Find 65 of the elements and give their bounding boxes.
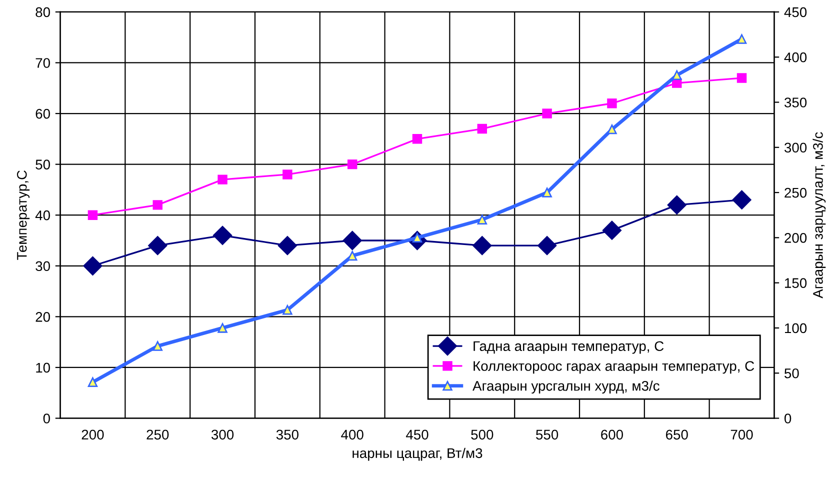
point [83, 256, 102, 276]
point [538, 236, 557, 256]
point [736, 34, 747, 44]
point [672, 70, 682, 80]
point [607, 98, 617, 108]
point [736, 73, 747, 83]
x-tick-label: 200 [82, 430, 104, 440]
x-tick-label: 550 [536, 430, 558, 440]
y-tick-label: 80 [36, 7, 50, 18]
y2-tick-label: 300 [784, 142, 807, 153]
legend-label: Агаарын урсгалын хурд, м3/с [472, 380, 660, 394]
x-tick-label: 500 [471, 430, 494, 440]
x-tick-label: 400 [341, 430, 364, 440]
x-tick-label: 600 [601, 430, 624, 440]
point [607, 124, 617, 134]
y-tick-label: 70 [36, 58, 50, 68]
y-tick-label: 50 [36, 160, 50, 170]
point [88, 377, 98, 387]
point [477, 124, 488, 134]
point [477, 214, 488, 224]
point [212, 226, 232, 245]
point [667, 195, 686, 214]
point [218, 323, 228, 333]
y-tick-label: 60 [36, 108, 50, 119]
point [282, 170, 292, 180]
point [152, 341, 162, 351]
x-tick-label: 450 [406, 430, 428, 440]
point [542, 188, 552, 198]
point [282, 305, 292, 315]
y-tick-label: 10 [36, 362, 50, 373]
y2-tick-label: 100 [785, 323, 807, 334]
y2-tick-label: 0 [784, 414, 792, 424]
legend-label: Коллектороос гарах агаарын температур, С [474, 361, 754, 374]
x-tick-label: 300 [211, 430, 234, 440]
point [732, 190, 752, 210]
point [88, 210, 98, 220]
x-axis-title: нарны цацраг, Вт/м3 [352, 448, 482, 461]
y2-tick-label: 250 [784, 188, 807, 198]
x-tick-label: 350 [276, 430, 298, 440]
y-tick-label: 30 [36, 261, 50, 272]
y-tick-label: 40 [35, 210, 50, 220]
x-tick-label: 650 [666, 430, 688, 440]
y2-tick-label: 200 [784, 233, 807, 243]
legend-label: Гадна агаарын температур, С [474, 341, 664, 354]
y-tick-label: 0 [43, 414, 50, 424]
y2-tick-label: 50 [784, 368, 799, 378]
point [342, 230, 362, 250]
point [472, 236, 492, 256]
y2-tick-label: 150 [785, 278, 807, 288]
point [152, 200, 162, 210]
y2-tick-label: 400 [784, 52, 807, 62]
y-tick-label: 20 [36, 312, 50, 322]
y2-axis-title: Агаарын зарцуулалт, м3/с [812, 132, 826, 298]
y2-tick-label: 450 [784, 7, 807, 18]
point [218, 174, 228, 184]
point [148, 236, 168, 256]
point [542, 108, 552, 118]
point [602, 220, 622, 240]
point [412, 134, 422, 144]
x-tick-label: 700 [730, 430, 753, 440]
y-axis-title: Температур,С [16, 170, 30, 260]
point [347, 159, 358, 170]
y2-tick-label: 350 [784, 98, 807, 108]
x-tick-label: 250 [146, 430, 169, 440]
point [278, 236, 297, 256]
